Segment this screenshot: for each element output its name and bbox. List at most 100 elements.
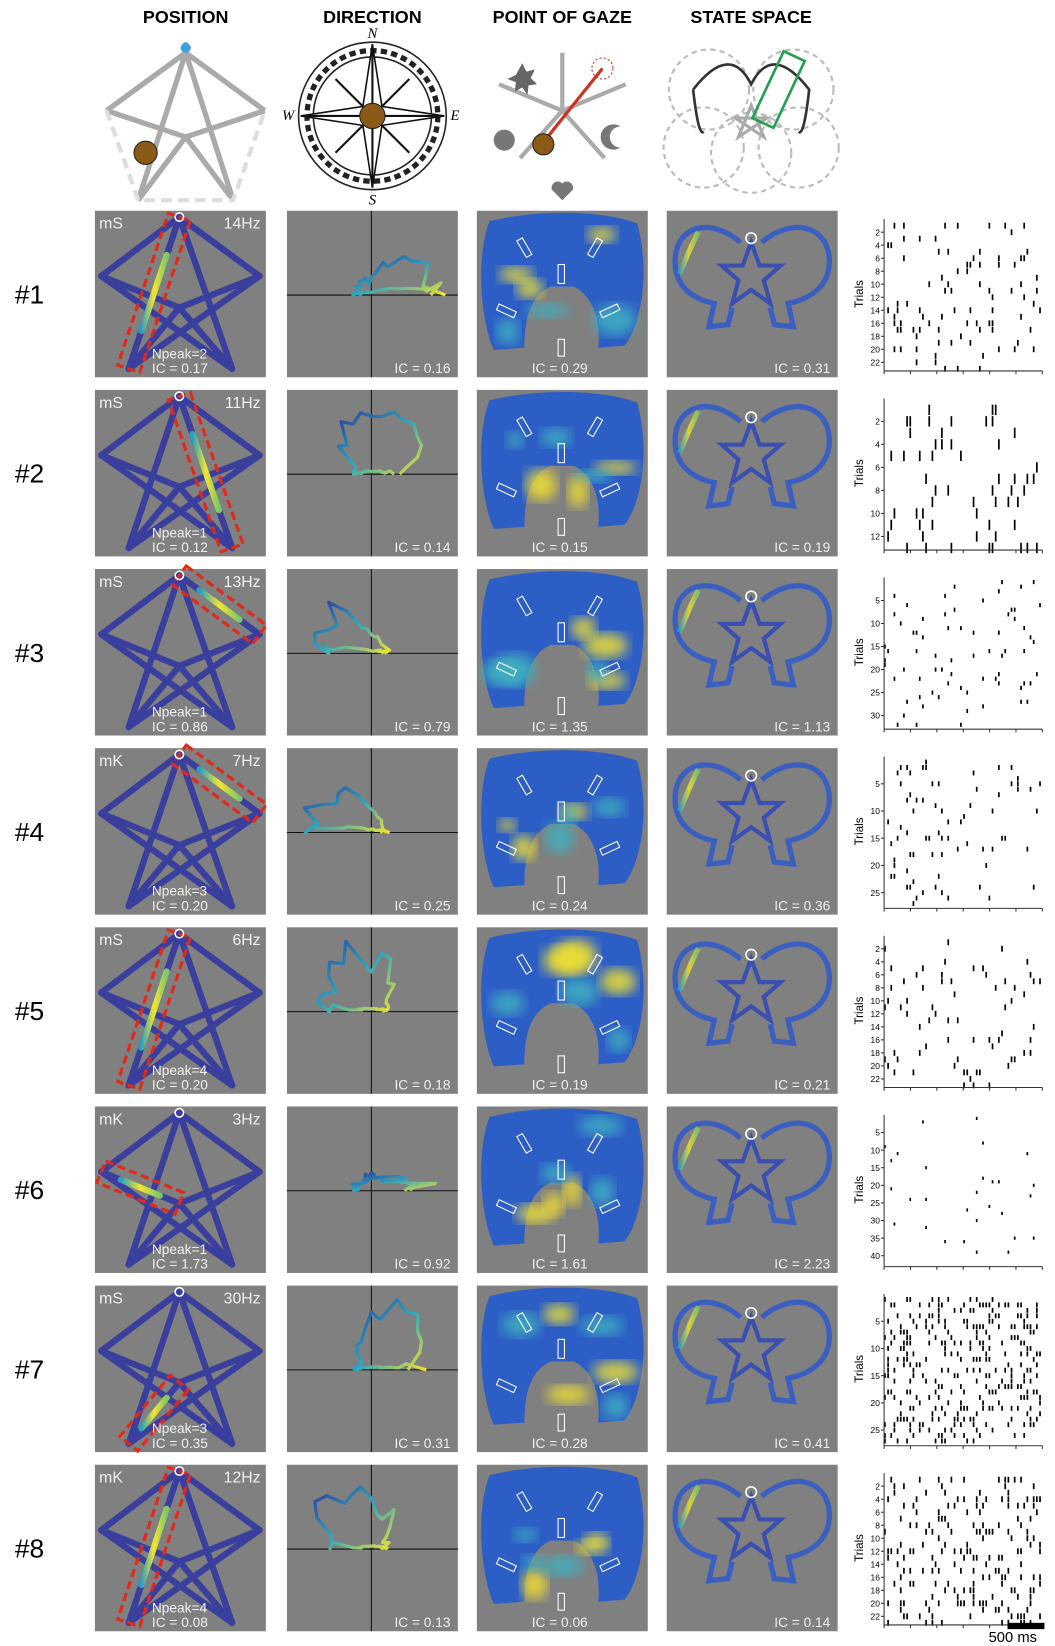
spike (903, 1600, 905, 1606)
y-tick-label: 30 (870, 1216, 880, 1226)
spike (909, 1568, 911, 1574)
spike (970, 1346, 972, 1351)
spike (1011, 229, 1013, 235)
spike (982, 1535, 984, 1541)
spike (1008, 1529, 1010, 1535)
spike (1036, 1417, 1038, 1422)
spike (1033, 885, 1035, 890)
spike (989, 1574, 991, 1580)
spike (900, 327, 902, 333)
y-tick-label: 14 (870, 1022, 880, 1032)
spike (982, 1346, 984, 1351)
spike (944, 612, 946, 616)
spike (963, 1390, 965, 1395)
spike (973, 770, 975, 775)
spike (989, 1205, 991, 1208)
spike (1039, 1613, 1041, 1619)
monkey-id: mS (99, 1291, 123, 1308)
spike (1017, 497, 1019, 507)
gaze-hotspot (571, 617, 596, 639)
spike (973, 1308, 975, 1313)
spike (894, 594, 896, 598)
icon-line (186, 111, 265, 137)
gaze-panel: IC = 0.24 (477, 748, 648, 914)
spike (1008, 612, 1010, 616)
spike (976, 508, 978, 518)
spike (897, 770, 899, 775)
gaze-hotspot (499, 267, 533, 283)
spike (941, 314, 943, 320)
spike (1017, 340, 1019, 346)
column-header: DIRECTION (323, 7, 422, 27)
spike (903, 1357, 905, 1362)
spike (1017, 1503, 1019, 1509)
spike (894, 1368, 896, 1373)
spike (1017, 1335, 1019, 1340)
y-axis-label: Trials (854, 638, 866, 666)
gaze-hotspot (543, 946, 588, 976)
spike (928, 281, 930, 287)
spike (998, 792, 1000, 797)
gaze-panel: IC = 0.15 (477, 390, 648, 556)
spike (960, 333, 962, 339)
gaze-hotspot (493, 654, 537, 687)
spike (932, 1529, 934, 1535)
spike (922, 704, 924, 708)
spike (989, 223, 991, 229)
ic-value: IC = 0.36 (774, 898, 830, 913)
spike (903, 1613, 905, 1619)
spike (966, 268, 968, 274)
spike (1014, 617, 1016, 621)
row-label: #8 (15, 1533, 44, 1563)
y-tick-label: 15 (870, 1371, 880, 1381)
spike (1030, 1368, 1032, 1373)
spike (1011, 1368, 1013, 1373)
state-panel: IC = 1.13 (667, 569, 838, 735)
spike (992, 1390, 994, 1395)
spike (970, 1613, 972, 1619)
spike (973, 654, 975, 658)
spike (998, 262, 1000, 268)
spike (909, 1428, 911, 1433)
spike (951, 1390, 953, 1395)
npeak: Npeak=1 (152, 525, 207, 540)
spike (941, 1406, 943, 1411)
gaze-hotspot (568, 476, 588, 507)
spike (1004, 1368, 1006, 1373)
spike (938, 340, 940, 346)
spike (906, 1330, 908, 1335)
spike (973, 965, 975, 971)
spike (1033, 1357, 1035, 1362)
spike (922, 965, 924, 971)
spike (922, 635, 924, 639)
npeak: Npeak=1 (152, 1242, 207, 1257)
spike (925, 1357, 927, 1362)
spike (935, 885, 937, 890)
spike (1014, 1433, 1016, 1438)
spike (897, 1439, 899, 1444)
spike (938, 1319, 940, 1324)
spike (1020, 255, 1022, 261)
spike (913, 1319, 915, 1324)
spike (982, 1503, 984, 1509)
spike (947, 1330, 949, 1335)
spike (979, 1509, 981, 1515)
spike (954, 1561, 956, 1567)
spike (1030, 787, 1032, 792)
spike (906, 1357, 908, 1362)
spike (906, 543, 908, 553)
spike (1008, 1607, 1010, 1613)
spike (906, 1335, 908, 1340)
npeak: Npeak=1 (152, 705, 207, 720)
raster: 51015202530Trials (854, 577, 1042, 732)
spike (938, 1308, 940, 1313)
ic-value: IC = 0.92 (395, 1257, 451, 1272)
y-tick-label: 10 (870, 1533, 880, 1543)
spike (992, 543, 994, 553)
monkey (360, 103, 385, 128)
spike (900, 1600, 902, 1606)
ic-value: IC = 0.21 (774, 1078, 830, 1093)
spike (1027, 1346, 1029, 1351)
spike (947, 249, 949, 255)
spike (925, 1490, 927, 1496)
